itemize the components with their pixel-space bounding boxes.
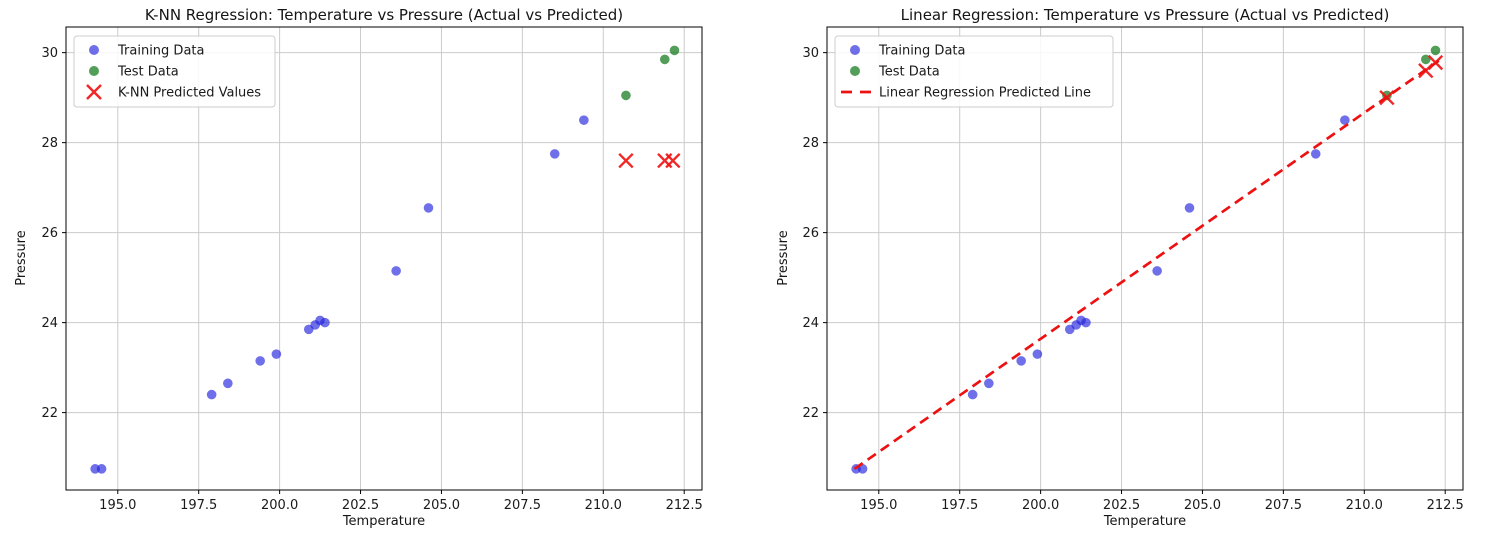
training-point [96, 464, 107, 474]
y-tick-label: 24 [802, 316, 819, 331]
x-tick-label: 212.5 [1427, 498, 1464, 513]
training-point [320, 317, 330, 328]
legend-x-marker [86, 84, 102, 100]
training-point [1152, 266, 1162, 276]
legend-label: Test Data [117, 65, 179, 80]
y-tick-label: 30 [41, 46, 58, 61]
training-point [271, 349, 282, 359]
legend-label: K-NN Predicted Values [118, 86, 261, 101]
x-tick-label: 202.5 [342, 498, 379, 513]
y-tick-label: 28 [41, 136, 58, 151]
training-point [1016, 356, 1026, 366]
y-tick-label: 22 [802, 406, 819, 421]
x-tick-label: 200.0 [1022, 498, 1059, 513]
test-point [621, 90, 631, 101]
regression-line [853, 59, 1440, 470]
training-point [423, 203, 434, 213]
x-tick-label: 195.0 [99, 498, 136, 513]
legend-label: Test Data [878, 65, 940, 80]
linear-predicted-x-marker [1379, 89, 1395, 106]
knn-y-axis-label: Pressure [14, 230, 29, 286]
x-tick-label: 212.5 [666, 498, 703, 513]
x-tick-label: 207.5 [504, 498, 541, 513]
x-tick-label: 205.0 [423, 498, 460, 513]
legend-label: Training Data [117, 44, 204, 59]
x-tick-label: 210.0 [585, 498, 622, 513]
legend-label: Training Data [878, 44, 965, 59]
training-point [391, 266, 401, 276]
axes-frame [826, 26, 1464, 491]
training-point [579, 115, 589, 125]
training-point [1310, 149, 1321, 159]
linear-predicted-x-marker [1427, 54, 1444, 71]
linear-regression-plot: 195.0 197.5 200.0 202.5 205.0 207.5 210.0 212.5… [755, 0, 1510, 541]
x-tick-label: 210.0 [1346, 498, 1383, 513]
knn-chart-canvas: 195.0 197.5 200.0 202.5 205.0 207.5 210.0 212.5… [41, 26, 703, 513]
y-tick-label: 22 [41, 406, 58, 421]
x-tick-label: 205.0 [1184, 498, 1221, 513]
legend-label: Linear Regression Predicted Line [879, 86, 1091, 101]
knn-plot-title: K-NN Regression: Temperature vs Pressure… [144, 6, 624, 24]
x-tick-label: 195.0 [860, 498, 897, 513]
test-point [1430, 45, 1441, 56]
y-tick-label: 26 [802, 226, 819, 241]
training-point [255, 356, 265, 366]
legend: Training Data Test Data K-NN Predicted Val… [73, 35, 276, 108]
training-point [1184, 203, 1195, 213]
test-point [1420, 54, 1431, 65]
knn-x-axis-label: Temperature [342, 514, 426, 529]
y-tick-label: 28 [802, 136, 819, 151]
training-point [1032, 349, 1043, 359]
legend-box [73, 35, 276, 108]
x-tick-label: 202.5 [1103, 498, 1140, 513]
axes-frame [65, 26, 703, 491]
linear-plot-title: Linear Regression: Temperature vs Pressu… [900, 6, 1390, 24]
linear-chart-canvas: 195.0 197.5 200.0 202.5 205.0 207.5 210.0 212.5… [802, 26, 1464, 513]
training-point [984, 378, 994, 389]
legend-box [834, 35, 1114, 108]
legend-marker-test-point [850, 66, 860, 76]
training-point [967, 389, 978, 400]
training-point [549, 149, 560, 159]
legend-marker-training-point [850, 45, 860, 55]
test-point [659, 54, 670, 65]
legend-marker-test-point [89, 66, 99, 76]
y-tick-label: 24 [41, 316, 58, 331]
training-point [1081, 317, 1091, 328]
legend-marker-training-point [89, 45, 99, 55]
y-tick-label: 26 [41, 226, 58, 241]
test-point [669, 45, 680, 56]
linear-y-axis-label: Pressure [776, 230, 791, 286]
knn-predicted-x-marker [665, 152, 681, 169]
x-tick-label: 197.5 [180, 498, 217, 513]
training-point [223, 378, 233, 389]
legend: Training Data Test Data Linear Regression … [834, 35, 1114, 108]
x-tick-label: 207.5 [1265, 498, 1302, 513]
y-tick-label: 30 [802, 46, 819, 61]
linear-x-axis-label: Temperature [1103, 514, 1187, 529]
knn-predicted-x-marker [618, 152, 634, 169]
training-point [1340, 115, 1350, 125]
x-tick-label: 197.5 [941, 498, 978, 513]
x-tick-label: 200.0 [261, 498, 298, 513]
training-point [206, 389, 217, 400]
knn-regression-plot: 195.0 197.5 200.0 202.5 205.0 207.5 210.0 212.5… [14, 6, 703, 529]
